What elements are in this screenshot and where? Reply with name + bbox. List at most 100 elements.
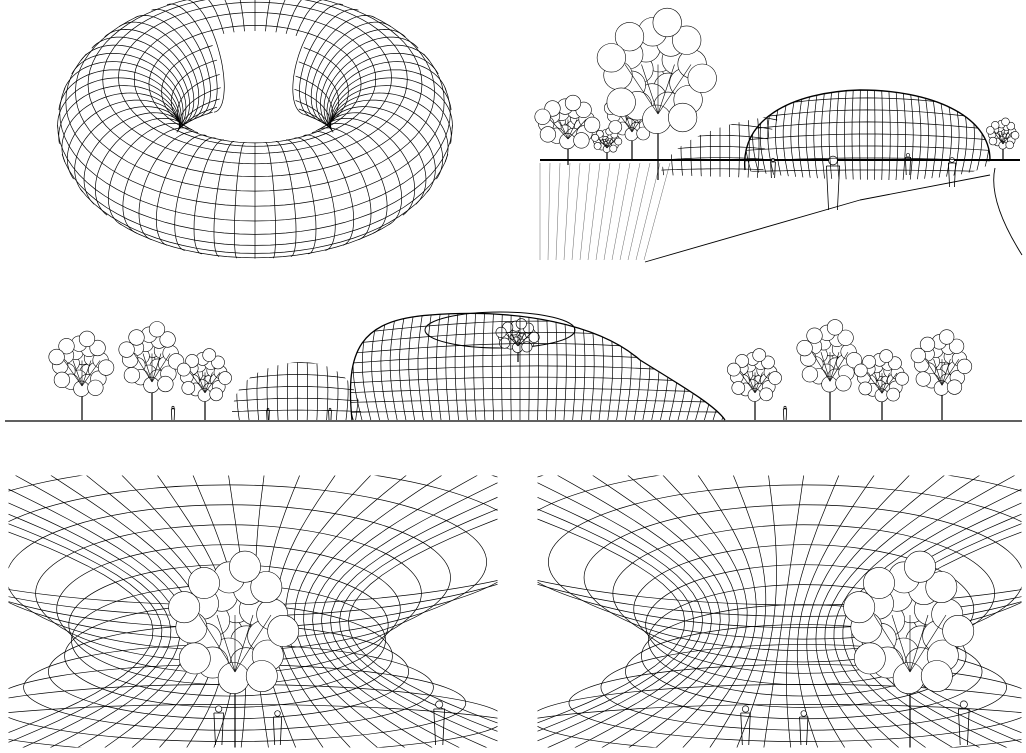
grid-line (315, 29, 406, 127)
grid-line (844, 90, 847, 180)
grid-line (627, 475, 739, 748)
grid-line (118, 222, 392, 259)
grid-line (57, 124, 453, 235)
tree-foliage (218, 371, 232, 385)
ring-line (633, 544, 975, 674)
tree-branch (151, 353, 171, 383)
grid-line (815, 475, 946, 748)
tree-foliage (168, 591, 201, 624)
tree-foliage (495, 326, 507, 338)
grid-line (299, 8, 359, 118)
person-head (905, 153, 911, 158)
tree-branch (517, 333, 525, 347)
tree-foliage (559, 133, 576, 150)
tree-foliage (863, 567, 895, 599)
grid-line (444, 87, 451, 113)
grid-line (744, 133, 990, 141)
person-body (958, 708, 970, 746)
tree-branch (606, 138, 616, 149)
grid-line (329, 106, 436, 170)
person-head (783, 405, 787, 409)
tree-foliage (97, 359, 115, 376)
tree-foliage (796, 340, 813, 357)
grid-line (94, 189, 108, 216)
tree-foliage (990, 121, 1000, 130)
ground-hatch (579, 162, 591, 261)
grid-line (303, 475, 443, 748)
grid-line (330, 85, 452, 137)
grid-line (305, 15, 376, 122)
grid-line (231, 386, 362, 392)
tree-foliage (759, 387, 774, 402)
ring-line (537, 475, 1022, 629)
ring-line (537, 704, 1022, 719)
tree-branch (866, 372, 883, 394)
tree-foliage (250, 571, 283, 604)
tree-foliage (614, 22, 645, 52)
grid-line (556, 475, 721, 748)
tree-foliage (956, 358, 973, 375)
tree-foliage (267, 615, 300, 647)
grid-line (306, 362, 308, 420)
grid-line (806, 475, 910, 748)
person-head (171, 405, 175, 409)
tree-branch (549, 119, 569, 140)
grid-line (537, 482, 712, 748)
grid-line (183, 111, 213, 126)
grid-line (473, 313, 477, 420)
grid-line (736, 475, 777, 748)
grid-line (330, 77, 453, 129)
tree-foliage (185, 354, 199, 368)
grid-line (231, 409, 362, 413)
tree-branch (234, 614, 254, 673)
tree-foliage (209, 387, 223, 402)
tree-foliage (157, 375, 174, 393)
grid-line (763, 475, 805, 748)
tree-branch (657, 64, 692, 115)
grid-line (107, 122, 189, 199)
grid-line (408, 313, 416, 420)
tree-foliage (245, 660, 278, 693)
grid-line (660, 157, 780, 161)
tree-branch (747, 372, 756, 393)
person-head (215, 705, 223, 713)
grid-line (563, 313, 567, 420)
grid-line (315, 91, 349, 132)
grid-line (155, 134, 207, 220)
grid-line (417, 313, 425, 420)
person-body (782, 408, 788, 421)
grid-line (276, 362, 279, 420)
ground-hatch (619, 162, 641, 261)
grid-line (320, 36, 419, 129)
grid-line (8, 523, 163, 743)
tree-branch (924, 358, 943, 386)
grid-line (756, 115, 760, 178)
tree-foliage (624, 127, 639, 141)
tree-foliage (1001, 117, 1010, 127)
grid-line (294, 137, 336, 225)
tree-foliage (591, 133, 599, 142)
ring-line (8, 704, 498, 719)
grid-line (298, 108, 333, 132)
shell-outline (349, 312, 726, 421)
grid-line (402, 189, 416, 216)
tree-branch (909, 614, 929, 673)
tree-foliage (948, 338, 965, 354)
grid-line (709, 475, 767, 748)
grid-line (83, 112, 183, 180)
ground-hatch (635, 162, 661, 261)
grid-line (930, 90, 937, 180)
tree-foliage (826, 319, 844, 336)
tree-foliage (1005, 140, 1014, 150)
grid-line (58, 85, 180, 137)
tree-foliage (920, 660, 953, 693)
tree-foliage (48, 348, 65, 366)
tree-branch (151, 353, 162, 383)
grid-line (321, 122, 403, 199)
grid-line (170, 59, 218, 123)
tree-foliage (148, 321, 166, 338)
grid-line (295, 75, 334, 113)
grid-line (348, 518, 498, 724)
grid-line (464, 313, 468, 420)
tree-foliage (614, 137, 623, 146)
